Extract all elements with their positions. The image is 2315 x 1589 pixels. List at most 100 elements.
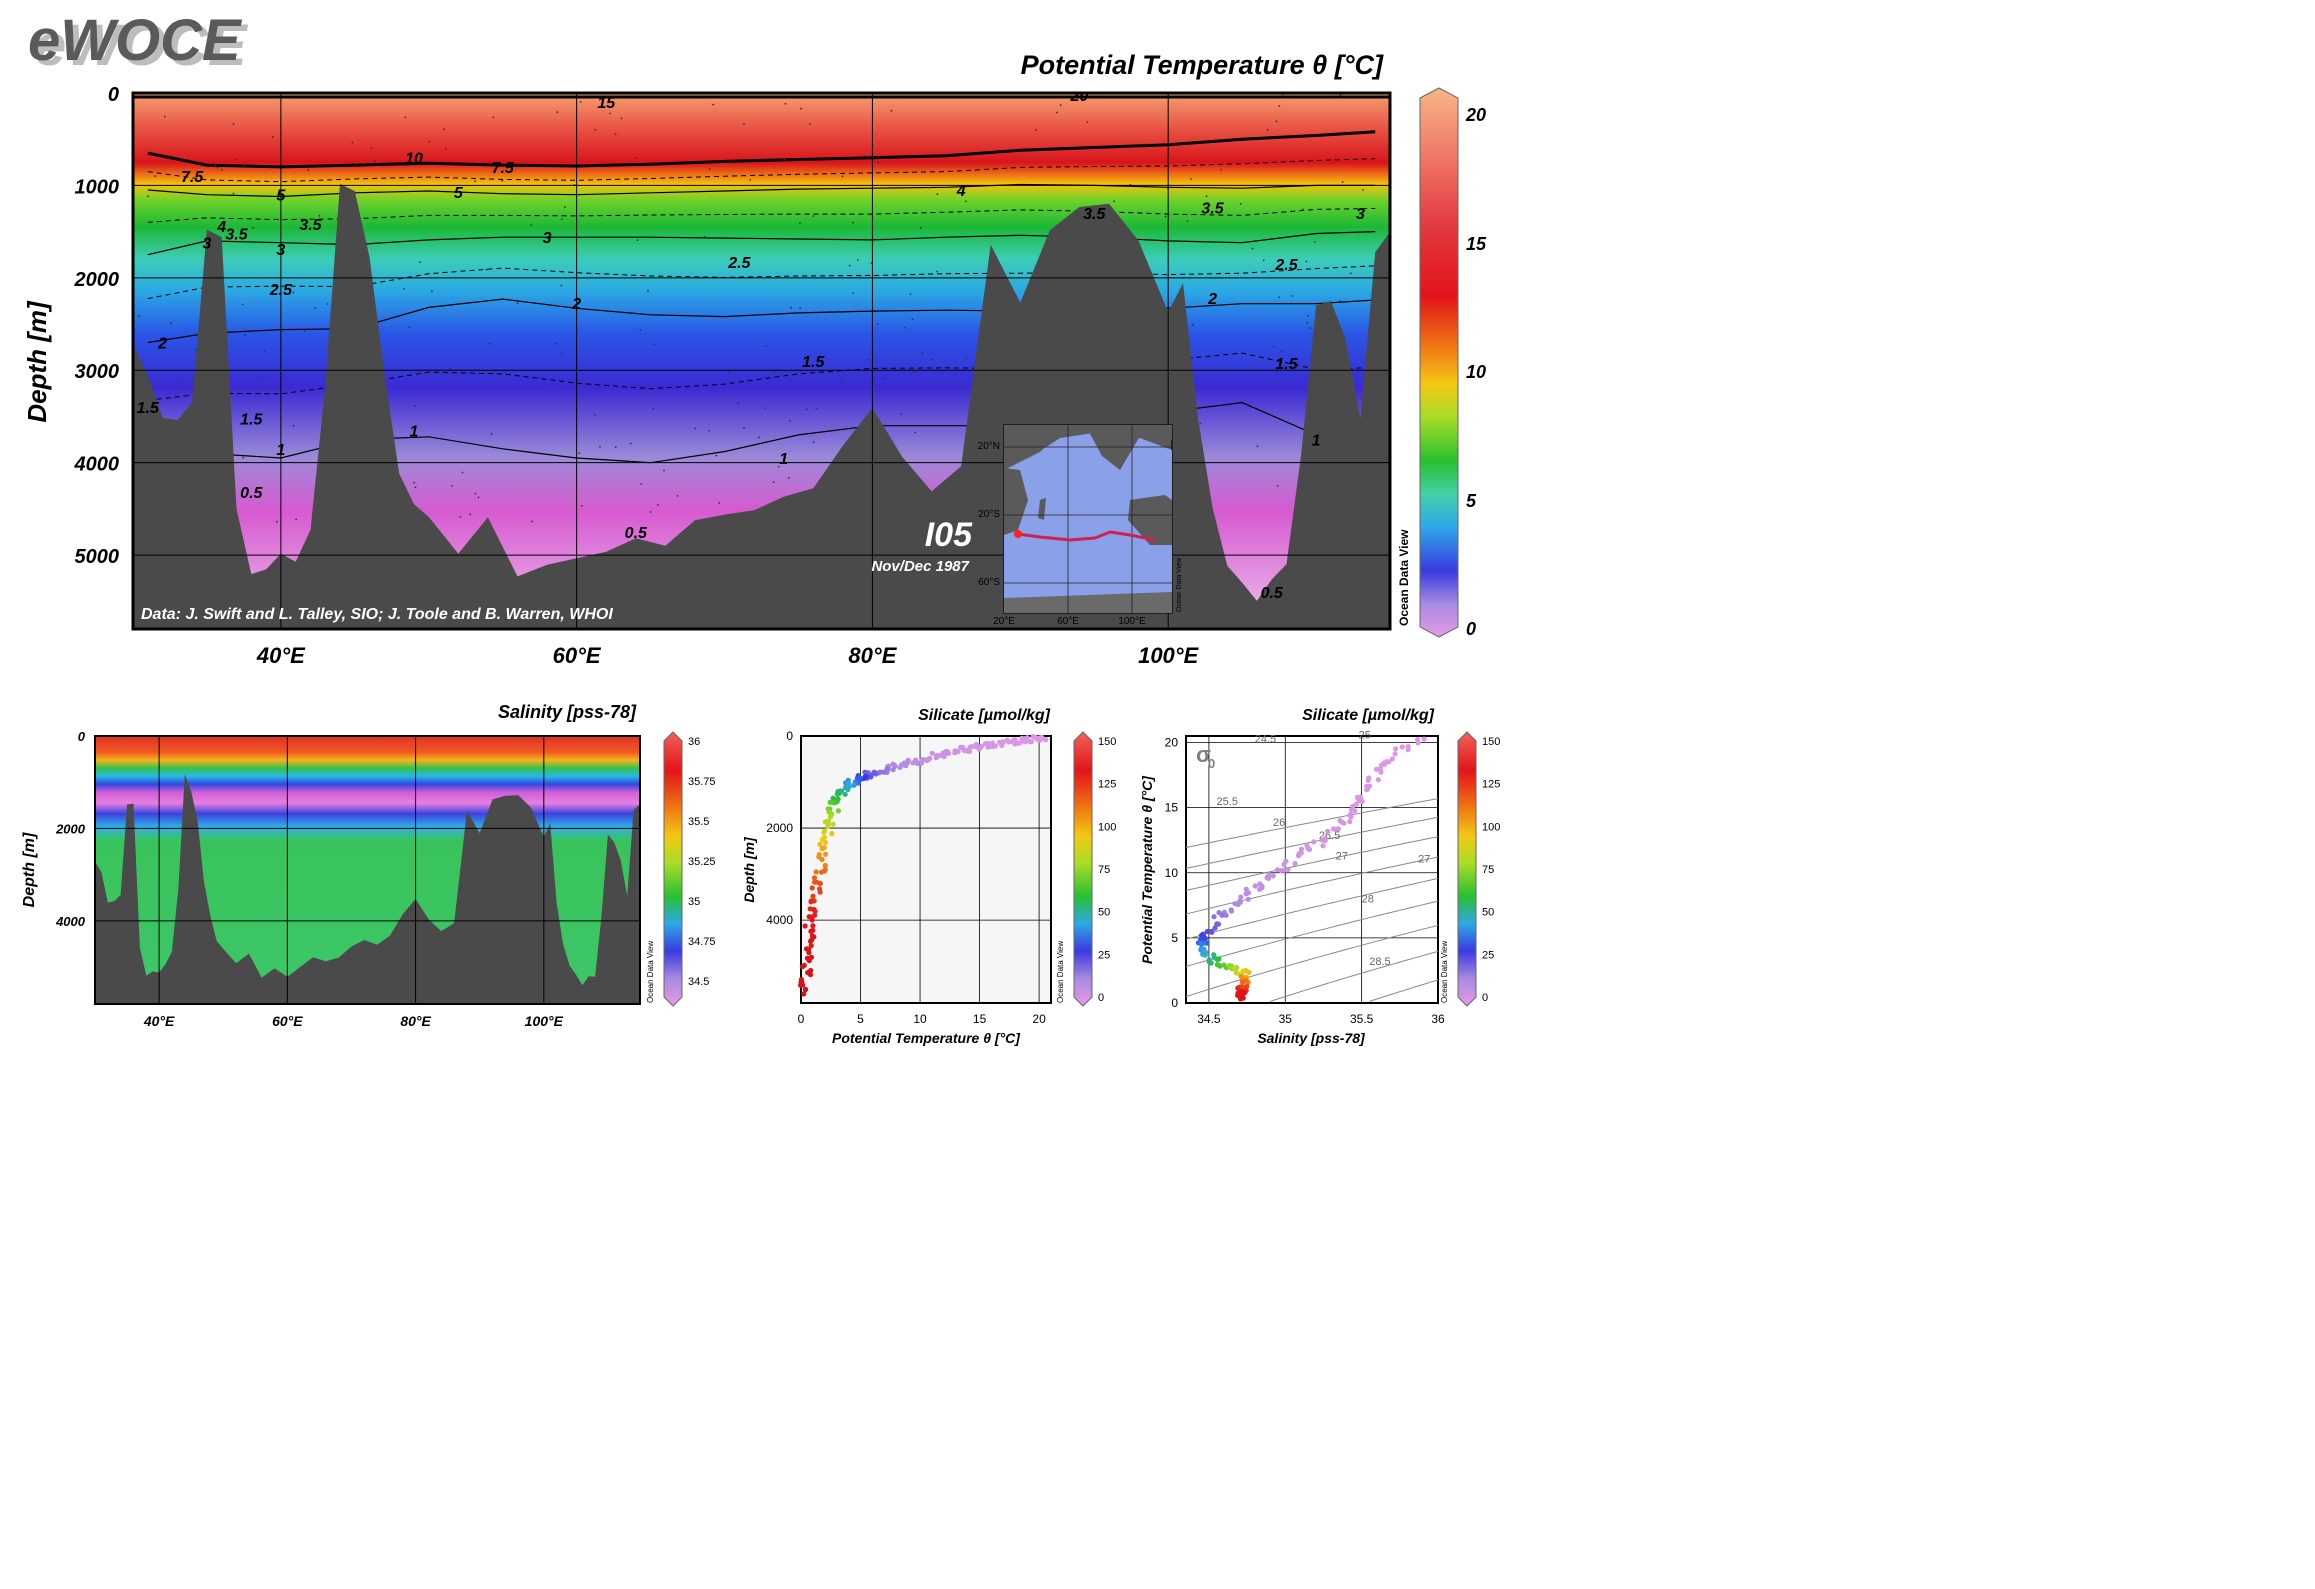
silicate-depth-point <box>810 893 816 899</box>
salinity-title: Salinity [pss-78] <box>498 702 637 722</box>
sample-dot <box>1291 295 1294 297</box>
silicate-depth-point <box>808 928 814 934</box>
contour-label: 2.5 <box>269 282 293 299</box>
sample-dot <box>374 160 376 163</box>
sample-dot <box>295 518 297 521</box>
ts-y-tick: 5 <box>1171 931 1178 945</box>
sample-dot <box>414 486 417 489</box>
inset-lon-60e: 60°E <box>1057 616 1079 627</box>
main-y-tick: 1000 <box>75 176 120 198</box>
ts-point <box>1347 818 1353 825</box>
sample-dot <box>501 179 504 182</box>
ts-point <box>1357 794 1363 800</box>
sample-dot <box>355 163 358 165</box>
sample-dot <box>909 293 912 295</box>
ts-point <box>1208 928 1214 935</box>
contour-label: 15 <box>597 95 616 112</box>
sample-dot <box>676 495 679 497</box>
silicate-depth-x-label: Potential Temperature θ [°C] <box>832 1030 1021 1046</box>
main-y-tick: 5000 <box>75 546 120 568</box>
sample-dot <box>808 123 811 125</box>
ts-point <box>1252 883 1258 889</box>
ts-point <box>1375 777 1381 783</box>
ts-point <box>1244 983 1250 989</box>
sample-dot <box>271 136 274 138</box>
sample-dot <box>232 123 235 125</box>
ts-cbar-tick: 50 <box>1482 907 1494 919</box>
salinity-colorbar-bar <box>663 731 683 1007</box>
silicate-depth-point <box>800 982 806 988</box>
contour-label: 3.5 <box>1201 201 1224 218</box>
silicate-depth-point <box>817 841 823 848</box>
sample-dot <box>649 511 652 513</box>
silicate-depth-point <box>803 946 810 952</box>
sample-dot <box>485 268 488 271</box>
sample-dot <box>147 195 150 198</box>
sample-dot <box>876 323 879 326</box>
sd-cbar-tick: 100 <box>1098 821 1116 833</box>
sample-dot <box>856 259 859 261</box>
ts-point <box>1421 736 1427 742</box>
ts-x-tick: 35.5 <box>1350 1012 1374 1026</box>
sample-dot <box>800 107 802 110</box>
sample-dot <box>799 222 801 225</box>
sample-dot <box>1339 300 1342 302</box>
silicate-depth-point <box>851 782 857 788</box>
contour-label: 3 <box>202 236 211 253</box>
inset-lat-20s: 20°S <box>978 509 1000 520</box>
isopycnal-line <box>1185 877 1439 940</box>
sample-dot <box>789 419 791 422</box>
main-x-tick: 60°E <box>553 643 602 668</box>
sd-x-tick: 15 <box>973 1012 987 1026</box>
sample-dot <box>363 163 366 166</box>
ts-point <box>1281 861 1287 868</box>
ts-point <box>1352 808 1358 814</box>
salinity-frame <box>94 735 641 1005</box>
ts-colorbar: 150 125 100 75 50 25 0 Ocean Data View <box>1440 731 1500 1007</box>
sample-dot <box>1276 484 1279 487</box>
silicate-depth-point <box>984 741 990 747</box>
sample-dot <box>903 326 906 329</box>
sample-dot <box>1086 121 1089 123</box>
sample-dot <box>408 326 411 329</box>
ts-point <box>1204 928 1210 935</box>
contour-label: 3.5 <box>1083 206 1106 223</box>
sample-dot <box>863 154 866 157</box>
ts-point <box>1214 956 1220 963</box>
sample-dot <box>708 168 711 171</box>
contour-label: 3 <box>543 230 552 247</box>
silicate-depth-point <box>1030 733 1036 740</box>
ts-colorbar-odv: Ocean Data View <box>1440 941 1449 1003</box>
ts-point <box>1198 941 1204 947</box>
ts-point <box>1221 962 1227 968</box>
contour-label: 5 <box>454 185 464 202</box>
sd-cbar-tick: 75 <box>1098 864 1110 876</box>
contour-label: 3 <box>276 242 285 259</box>
ts-point <box>1295 853 1302 859</box>
isopycnal-label: 28 <box>1362 894 1374 906</box>
sal-y-tick: 0 <box>78 729 86 744</box>
sample-dot <box>560 218 563 221</box>
isotherm-10 <box>147 130 1376 169</box>
silicate-depth-point <box>862 774 868 780</box>
sample-dot <box>180 381 183 384</box>
inset-lon-20e: 20°E <box>993 616 1015 627</box>
sample-dot <box>647 289 649 292</box>
silicate-depth-point <box>1022 739 1028 745</box>
sample-dot <box>581 504 583 507</box>
sd-cbar-tick: 50 <box>1098 907 1110 919</box>
silicate-depth-point <box>834 791 840 797</box>
inset-antarctica <box>1004 592 1172 613</box>
silicate-depth-ticks: 0 5 10 15 20 0 2000 4000 <box>766 729 1046 1026</box>
ts-point <box>1240 989 1246 996</box>
contour-label: 0.5 <box>625 525 648 542</box>
sample-dot <box>1305 260 1308 263</box>
silicate-depth-point <box>809 917 815 923</box>
silicate-depth-point <box>807 938 814 944</box>
inset-lon-100e: 100°E <box>1118 616 1146 627</box>
main-gridlines <box>133 93 1390 629</box>
sample-dot <box>788 477 790 479</box>
sample-dot <box>852 221 854 224</box>
contour-label: 7.5 <box>181 169 204 186</box>
sample-dot <box>1256 445 1259 448</box>
